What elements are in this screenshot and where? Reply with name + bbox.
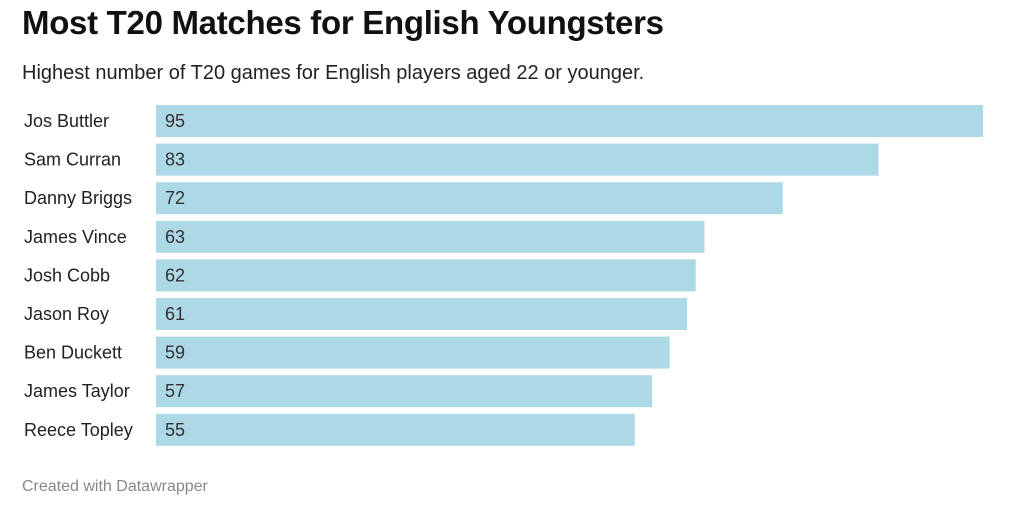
category-label: Ben Duckett: [24, 343, 122, 363]
category-label: James Taylor: [24, 381, 130, 401]
category-label: Jos Buttler: [24, 111, 109, 131]
bar: [156, 105, 983, 137]
datawrapper-credit: Created with Datawrapper: [22, 478, 208, 495]
chart-subtitle: Highest number of T20 games for English …: [22, 62, 645, 84]
category-label: Jason Roy: [24, 304, 109, 324]
bar-chart: Jos Buttler 95 Sam Curran 83 Danny Briggs 72 J…: [0, 104, 1024, 448]
chart-title: Most T20 Matches for English Youngsters: [22, 4, 664, 41]
bar-value-label: 55: [165, 420, 185, 440]
bar: [156, 413, 635, 446]
bar: [156, 143, 879, 176]
category-label: Sam Curran: [24, 150, 121, 170]
bar: [156, 182, 783, 215]
bar: [156, 220, 705, 253]
bar-value-label: 61: [165, 304, 185, 324]
bar-value-label: 63: [165, 227, 185, 247]
bar-value-label: 57: [165, 381, 185, 401]
category-label: Reece Topley: [24, 420, 133, 440]
bar-value-label: 62: [165, 265, 185, 285]
bar-value-label: 83: [165, 150, 185, 170]
bar-value-label: 95: [165, 111, 185, 131]
bar: [156, 375, 653, 408]
category-label: Danny Briggs: [24, 188, 132, 208]
bar: [156, 336, 670, 369]
category-label: Josh Cobb: [24, 265, 110, 285]
bar-chart-svg: Jos Buttler 95 Sam Curran 83 Danny Briggs 72 J…: [24, 105, 983, 446]
bar-value-label: 59: [165, 343, 185, 363]
bar: [156, 259, 696, 292]
bar: [156, 298, 688, 330]
category-label: James Vince: [24, 227, 127, 247]
bar-value-label: 72: [165, 188, 185, 208]
